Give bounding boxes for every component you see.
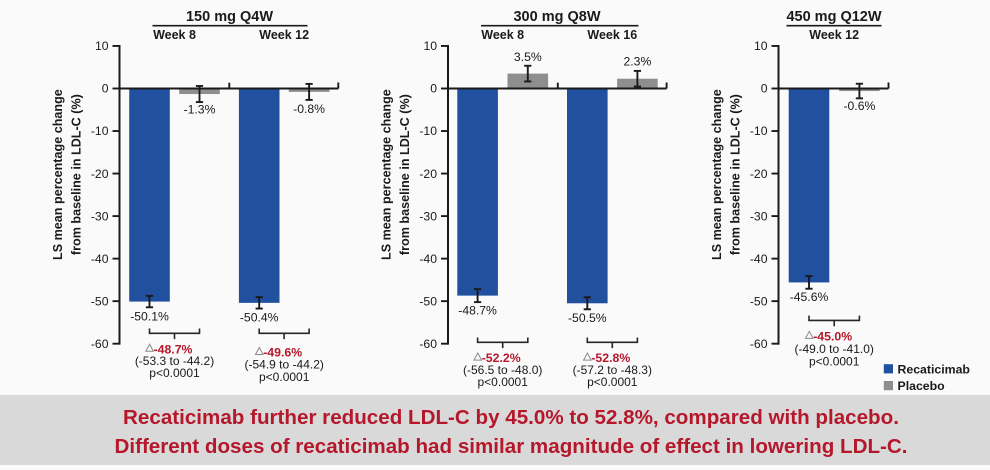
- svg-text:Week 12: Week 12: [809, 28, 859, 42]
- svg-text:10: 10: [95, 39, 109, 53]
- svg-text:-20: -20: [750, 167, 768, 181]
- svg-text:10: 10: [423, 39, 437, 53]
- svg-text:-52.2%: -52.2%: [482, 351, 521, 365]
- svg-text:-20: -20: [91, 167, 109, 181]
- svg-text:Week 16: Week 16: [587, 28, 637, 42]
- svg-text:-50.4%: -50.4%: [240, 311, 279, 325]
- svg-text:(-57.2 to -48.3): (-57.2 to -48.3): [573, 363, 652, 377]
- svg-text:from baseline in LDL-C (%): from baseline in LDL-C (%): [729, 94, 743, 255]
- svg-text:Recaticimab: Recaticimab: [898, 362, 970, 376]
- svg-text:from baseline in LDL-C (%): from baseline in LDL-C (%): [70, 94, 84, 255]
- svg-text:-50: -50: [750, 294, 768, 308]
- svg-text:from baseline in LDL-C (%): from baseline in LDL-C (%): [398, 94, 412, 255]
- svg-text:150 mg Q4W: 150 mg Q4W: [186, 9, 273, 25]
- svg-text:-45.0%: -45.0%: [813, 330, 852, 344]
- svg-text:-50: -50: [91, 294, 109, 308]
- svg-text:-40: -40: [750, 252, 768, 266]
- svg-text:3.5%: 3.5%: [514, 50, 542, 64]
- svg-text:(-56.5 to -48.0): (-56.5 to -48.0): [463, 363, 542, 377]
- svg-text:-10: -10: [419, 124, 437, 138]
- svg-text:-50: -50: [419, 294, 437, 308]
- svg-text:Week 8: Week 8: [481, 28, 524, 42]
- svg-text:-10: -10: [750, 124, 768, 138]
- svg-text:-48.7%: -48.7%: [458, 303, 497, 317]
- svg-text:-10: -10: [91, 124, 109, 138]
- svg-text:2.3%: 2.3%: [624, 55, 652, 69]
- svg-text:p<0.0001: p<0.0001: [809, 355, 860, 369]
- svg-text:-50.1%: -50.1%: [130, 309, 169, 323]
- svg-text:-50.5%: -50.5%: [568, 311, 607, 325]
- svg-text:0: 0: [430, 82, 437, 96]
- svg-text:-49.6%: -49.6%: [263, 346, 302, 360]
- svg-text:LS mean percentage change: LS mean percentage change: [710, 89, 724, 260]
- svg-text:(-54.9 to -44.2): (-54.9 to -44.2): [245, 358, 324, 372]
- svg-text:p<0.0001: p<0.0001: [149, 366, 200, 380]
- svg-text:-0.8%: -0.8%: [293, 102, 325, 116]
- svg-text:-30: -30: [750, 209, 768, 223]
- svg-text:0: 0: [761, 82, 768, 96]
- svg-text:Week 12: Week 12: [259, 28, 309, 42]
- svg-text:-60: -60: [750, 337, 768, 351]
- svg-text:-30: -30: [419, 209, 437, 223]
- svg-text:-40: -40: [91, 252, 109, 266]
- svg-text:-48.7%: -48.7%: [154, 342, 193, 356]
- svg-text:Different doses of recaticimab: Different doses of recaticimab had simil…: [115, 435, 908, 458]
- svg-text:p<0.0001: p<0.0001: [478, 375, 529, 389]
- svg-text:LS mean percentage change: LS mean percentage change: [380, 89, 394, 260]
- svg-text:450 mg Q12W: 450 mg Q12W: [786, 9, 881, 25]
- svg-text:10: 10: [754, 39, 768, 53]
- svg-text:-60: -60: [91, 337, 109, 351]
- svg-text:p<0.0001: p<0.0001: [587, 375, 638, 389]
- svg-text:-40: -40: [419, 252, 437, 266]
- svg-text:-1.3%: -1.3%: [184, 103, 216, 117]
- svg-text:-52.8%: -52.8%: [591, 351, 630, 365]
- svg-text:-45.6%: -45.6%: [790, 290, 829, 304]
- svg-text:Week 8: Week 8: [153, 28, 196, 42]
- svg-text:0: 0: [102, 82, 109, 96]
- svg-text:(-49.0 to -41.0): (-49.0 to -41.0): [795, 342, 874, 356]
- svg-text:300 mg Q8W: 300 mg Q8W: [513, 9, 600, 25]
- svg-text:Recaticimab further reduced LD: Recaticimab further reduced LDL-C by 45.…: [123, 406, 899, 429]
- svg-text:-0.6%: -0.6%: [843, 99, 875, 113]
- svg-text:-30: -30: [91, 209, 109, 223]
- svg-text:-20: -20: [419, 167, 437, 181]
- svg-text:p<0.0001: p<0.0001: [259, 370, 310, 384]
- svg-text:(-53.3 to -44.2): (-53.3 to -44.2): [135, 354, 214, 368]
- svg-text:-60: -60: [419, 337, 437, 351]
- svg-text:LS mean percentage change: LS mean percentage change: [51, 89, 65, 260]
- svg-text:Placebo: Placebo: [898, 379, 946, 393]
